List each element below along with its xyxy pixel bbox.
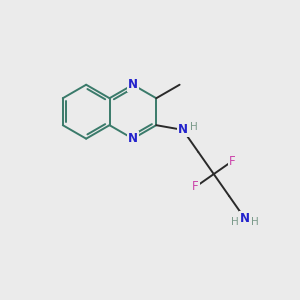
Text: H: H [190, 122, 198, 132]
Text: N: N [240, 212, 250, 225]
Text: F: F [192, 180, 199, 193]
Text: N: N [128, 78, 138, 91]
Text: N: N [178, 123, 188, 136]
Text: H: H [251, 217, 259, 226]
Text: H: H [231, 217, 239, 226]
Text: F: F [229, 155, 235, 168]
Text: N: N [128, 132, 138, 145]
